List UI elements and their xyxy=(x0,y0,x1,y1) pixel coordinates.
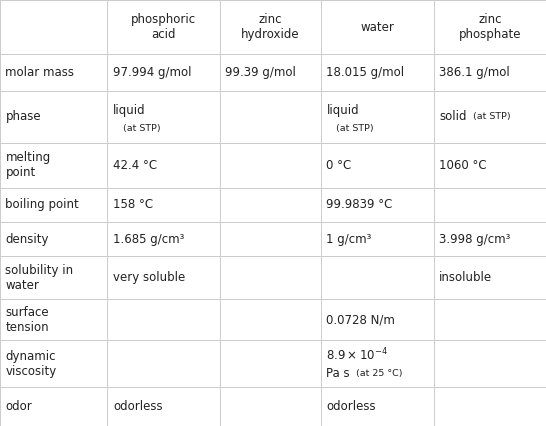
Text: 97.994 g/mol: 97.994 g/mol xyxy=(113,66,192,79)
Text: liquid: liquid xyxy=(327,104,359,117)
Text: liquid: liquid xyxy=(113,104,146,117)
Text: (at 25 °C): (at 25 °C) xyxy=(356,368,402,377)
Text: solubility in
water: solubility in water xyxy=(5,264,74,292)
Text: dynamic
viscosity: dynamic viscosity xyxy=(5,350,57,377)
Text: odor: odor xyxy=(5,400,32,413)
Text: 99.9839 °C: 99.9839 °C xyxy=(327,199,393,211)
Text: boiling point: boiling point xyxy=(5,199,79,211)
Text: surface
tension: surface tension xyxy=(5,306,49,334)
Text: phosphoric
acid: phosphoric acid xyxy=(131,13,196,41)
Text: Pa s: Pa s xyxy=(327,367,350,380)
Text: melting
point: melting point xyxy=(5,151,51,179)
Text: solid: solid xyxy=(439,110,466,124)
Text: 99.39 g/mol: 99.39 g/mol xyxy=(225,66,296,79)
Text: 1 g/cm³: 1 g/cm³ xyxy=(327,233,372,246)
Text: odorless: odorless xyxy=(113,400,163,413)
Text: zinc
phosphate: zinc phosphate xyxy=(459,13,521,41)
Text: (at STP): (at STP) xyxy=(473,112,511,121)
Text: odorless: odorless xyxy=(327,400,376,413)
Text: density: density xyxy=(5,233,49,246)
Text: 3.998 g/cm³: 3.998 g/cm³ xyxy=(439,233,511,246)
Text: 386.1 g/mol: 386.1 g/mol xyxy=(439,66,510,79)
Text: (at STP): (at STP) xyxy=(336,124,374,133)
Text: 1060 °C: 1060 °C xyxy=(439,159,486,172)
Text: zinc
hydroxide: zinc hydroxide xyxy=(241,13,300,41)
Text: (at STP): (at STP) xyxy=(123,124,161,133)
Text: 0.0728 N/m: 0.0728 N/m xyxy=(327,313,395,326)
Text: water: water xyxy=(360,20,394,34)
Text: phase: phase xyxy=(5,110,41,124)
Text: very soluble: very soluble xyxy=(113,271,185,284)
Text: 0 °C: 0 °C xyxy=(327,159,352,172)
Text: $8.9\times10^{-4}$: $8.9\times10^{-4}$ xyxy=(327,347,388,363)
Text: molar mass: molar mass xyxy=(5,66,74,79)
Text: insoluble: insoluble xyxy=(439,271,492,284)
Text: 1.685 g/cm³: 1.685 g/cm³ xyxy=(113,233,184,246)
Text: 158 °C: 158 °C xyxy=(113,199,153,211)
Text: 42.4 °C: 42.4 °C xyxy=(113,159,157,172)
Text: 18.015 g/mol: 18.015 g/mol xyxy=(327,66,405,79)
